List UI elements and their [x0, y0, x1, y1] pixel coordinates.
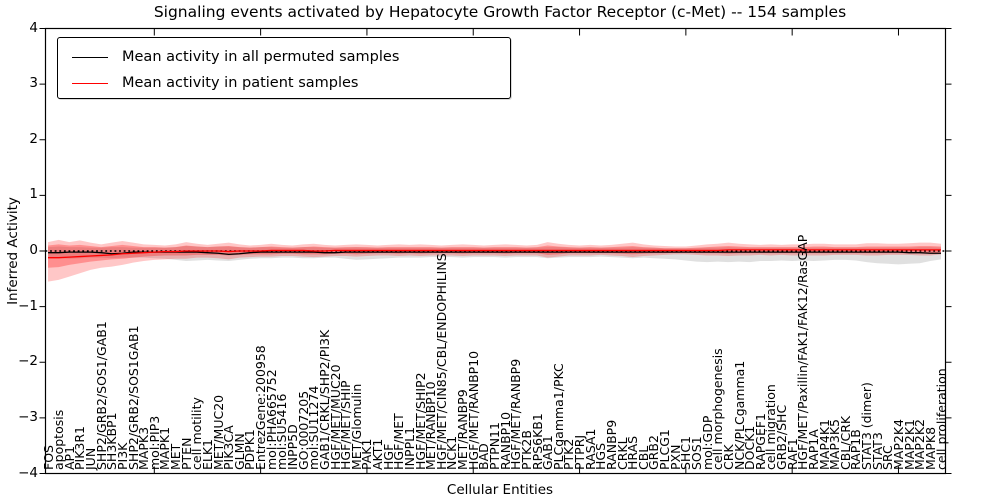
legend-box: Mean activity in all permuted samples Me… [57, 37, 511, 99]
legend-entry-patient: Mean activity in patient samples [58, 69, 358, 97]
y-tick-label: −4 [18, 464, 38, 481]
y-tick-label: 2 [29, 130, 38, 147]
legend-label: Mean activity in all permuted samples [122, 49, 400, 65]
legend-entry-permuted: Mean activity in all permuted samples [58, 43, 399, 71]
y-tick-label: 1 [29, 186, 38, 203]
series-line-1 [48, 249, 941, 259]
legend-line-sample-red [72, 82, 108, 84]
y-tick-label: 0 [29, 242, 38, 258]
legend-line-sample-black [72, 56, 108, 58]
y-tick-label: −2 [18, 353, 38, 370]
y-tick-label: 4 [29, 19, 38, 36]
x-tick-label: cell proliferation [933, 368, 949, 470]
series-line-0 [48, 251, 941, 255]
x-axis-label: Cellular Entities [446, 482, 554, 498]
legend-label: Mean activity in patient samples [122, 75, 359, 91]
y-tick-label: −1 [18, 297, 38, 314]
y-tick-label: 3 [29, 75, 38, 92]
chart-title: Signaling events activated by Hepatocyte… [153, 3, 847, 21]
y-tick-label: −3 [18, 408, 38, 425]
